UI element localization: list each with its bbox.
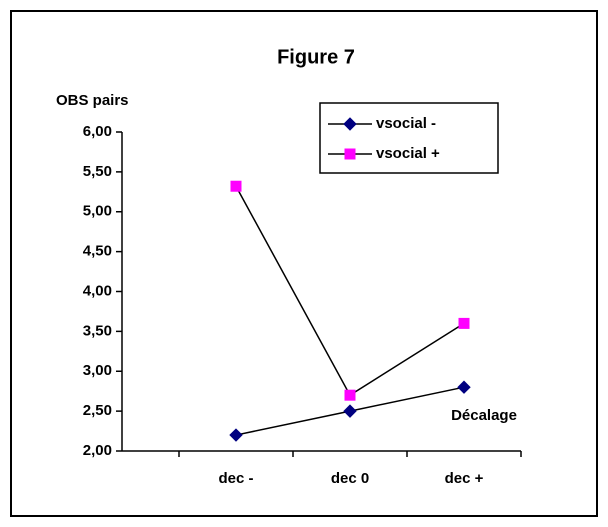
marker bbox=[457, 380, 471, 394]
y-tick-label: 6,00 bbox=[83, 123, 112, 140]
y-tick-label: 3,50 bbox=[83, 322, 112, 339]
legend-label: vsocial + bbox=[376, 145, 440, 162]
legend-label: vsocial - bbox=[376, 115, 436, 132]
y-tick-label: 3,00 bbox=[83, 362, 112, 379]
y-tick-label: 5,00 bbox=[83, 203, 112, 220]
x-tick-label: dec 0 bbox=[331, 470, 369, 487]
marker bbox=[458, 317, 470, 329]
marker bbox=[229, 428, 243, 442]
x-axis-label: Décalage bbox=[451, 407, 517, 424]
marker bbox=[230, 180, 242, 192]
y-tick-label: 4,00 bbox=[83, 282, 112, 299]
marker bbox=[344, 389, 356, 401]
legend-box bbox=[319, 102, 499, 174]
y-tick-label: 4,50 bbox=[83, 243, 112, 260]
x-tick-label: dec - bbox=[218, 470, 253, 487]
chart-title: Figure 7 bbox=[277, 46, 355, 68]
x-tick-label: dec + bbox=[445, 470, 484, 487]
marker bbox=[343, 117, 357, 131]
chart-frame bbox=[10, 10, 598, 517]
y-tick-label: 2,50 bbox=[83, 402, 112, 419]
y-axis-label: OBS pairs bbox=[56, 92, 129, 109]
marker bbox=[344, 148, 356, 160]
y-tick-label: 2,00 bbox=[83, 442, 112, 459]
marker bbox=[343, 404, 357, 418]
y-tick-label: 5,50 bbox=[83, 163, 112, 180]
